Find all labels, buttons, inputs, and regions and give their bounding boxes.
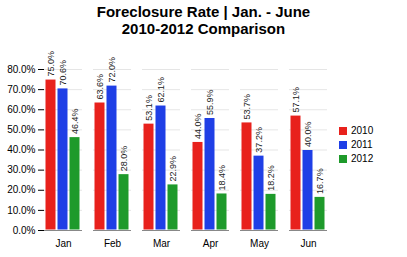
svg-text:20.0%: 20.0% (7, 184, 35, 195)
svg-text:63.6%: 63.6% (95, 74, 105, 100)
html-text:2010: 2010 (351, 125, 374, 136)
svg-text:10.0%: 10.0% (7, 205, 35, 216)
svg-text:18.4%: 18.4% (217, 165, 227, 191)
svg-text:46.4%: 46.4% (70, 109, 80, 135)
svg-text:55.9%: 55.9% (205, 89, 215, 115)
svg-text:44.0%: 44.0% (193, 113, 203, 139)
svg-text:57.1%: 57.1% (291, 87, 301, 113)
svg-text:75.0%: 75.0% (46, 51, 56, 77)
svg-text:50.0%: 50.0% (7, 124, 35, 135)
svg-text:Mar: Mar (153, 238, 171, 249)
svg-text:80.0%: 80.0% (7, 64, 35, 75)
svg-text:70.0%: 70.0% (7, 84, 35, 95)
html-text:2010-2012 Comparison: 2010-2012 Comparison (121, 20, 286, 37)
svg-text:53.1%: 53.1% (144, 95, 154, 121)
svg-text:0.0%: 0.0% (13, 225, 36, 236)
svg-text:22.9%: 22.9% (168, 156, 178, 182)
svg-text:70.6%: 70.6% (58, 60, 68, 86)
svg-text:53.7%: 53.7% (242, 94, 252, 120)
svg-text:May: May (250, 238, 269, 249)
svg-text:72.0%: 72.0% (107, 57, 117, 83)
svg-text:Jun: Jun (300, 238, 316, 249)
svg-text:30.0%: 30.0% (7, 164, 35, 175)
html-text:Foreclosure Rate | Jan. - June: Foreclosure Rate | Jan. - June (96, 3, 311, 20)
html-text:2012: 2012 (351, 153, 374, 164)
html-text:2011: 2011 (351, 139, 373, 150)
svg-text:28.0%: 28.0% (119, 146, 129, 172)
svg-text:37.2%: 37.2% (254, 127, 264, 153)
svg-text:18.2%: 18.2% (266, 165, 276, 191)
svg-text:Jan: Jan (55, 238, 71, 249)
svg-text:40.0%: 40.0% (303, 121, 313, 147)
svg-text:40.0%: 40.0% (7, 144, 35, 155)
svg-text:62.1%: 62.1% (156, 77, 166, 103)
svg-text:Feb: Feb (104, 238, 122, 249)
svg-text:Apr: Apr (203, 238, 219, 249)
svg-text:60.0%: 60.0% (7, 104, 35, 115)
svg-text:16.7%: 16.7% (315, 168, 325, 194)
